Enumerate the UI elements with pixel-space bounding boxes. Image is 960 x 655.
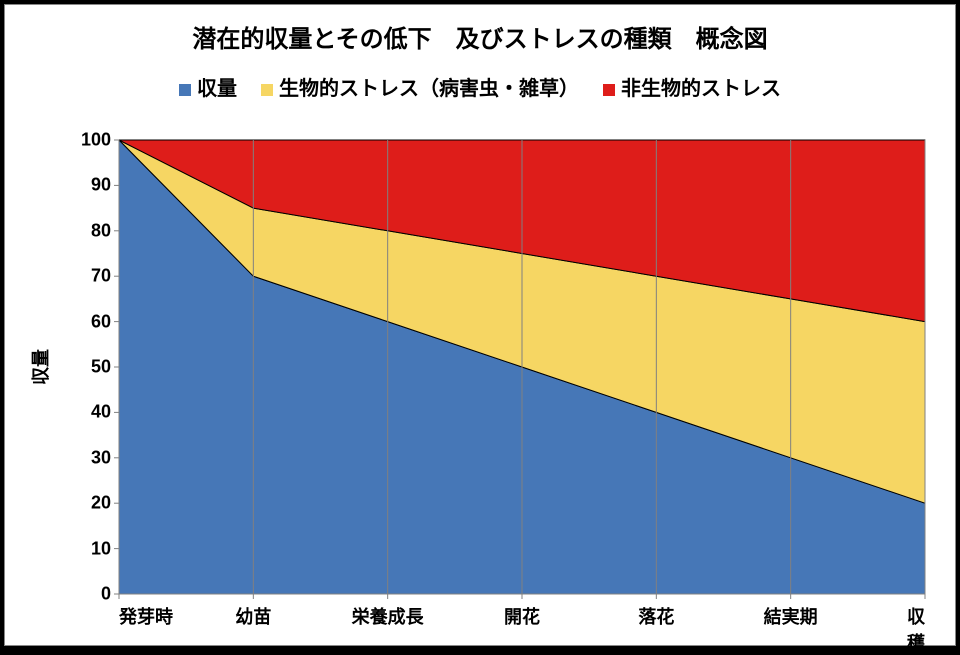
y-tick-label: 80 bbox=[5, 220, 111, 241]
y-tick-label: 40 bbox=[5, 402, 111, 423]
legend-item: 収量 bbox=[179, 72, 237, 101]
x-tick-label: 収穫 bbox=[895, 603, 925, 655]
legend-label: 生物的ストレス（病害虫・雑草） bbox=[279, 78, 579, 100]
x-tick-label: 落花 bbox=[638, 603, 674, 629]
y-tick-label: 100 bbox=[5, 130, 111, 151]
stacked-area-svg bbox=[119, 140, 925, 594]
chart-title: 潜在的収量とその低下 及びストレスの種類 概念図 bbox=[5, 5, 955, 54]
x-tick-label: 結実期 bbox=[764, 603, 818, 629]
legend-swatch bbox=[179, 84, 191, 96]
x-tick-label: 発芽時 bbox=[119, 603, 173, 629]
chart-container: 潜在的収量とその低下 及びストレスの種類 概念図 収量 生物的ストレス（病害虫・雑… bbox=[4, 4, 956, 646]
y-tick-label: 50 bbox=[5, 357, 111, 378]
x-tick-label: 栄養成長 bbox=[352, 603, 424, 629]
x-tick-label: 開花 bbox=[504, 603, 540, 629]
y-tick-label: 90 bbox=[5, 175, 111, 196]
legend-label: 収量 bbox=[197, 78, 237, 100]
y-tick-label: 10 bbox=[5, 538, 111, 559]
legend-swatch bbox=[261, 84, 273, 96]
legend-swatch bbox=[603, 84, 615, 96]
legend-item: 非生物的ストレス bbox=[603, 72, 781, 101]
y-tick-label: 30 bbox=[5, 447, 111, 468]
y-tick-label: 0 bbox=[5, 584, 111, 605]
legend-item: 生物的ストレス（病害虫・雑草） bbox=[261, 72, 579, 101]
plot-area bbox=[119, 140, 925, 594]
y-tick-label: 20 bbox=[5, 493, 111, 514]
legend: 収量 生物的ストレス（病害虫・雑草） 非生物的ストレス bbox=[5, 54, 955, 101]
legend-label: 非生物的ストレス bbox=[621, 78, 781, 100]
y-tick-label: 60 bbox=[5, 311, 111, 332]
y-tick-label: 70 bbox=[5, 266, 111, 287]
x-tick-label: 幼苗 bbox=[235, 603, 271, 629]
